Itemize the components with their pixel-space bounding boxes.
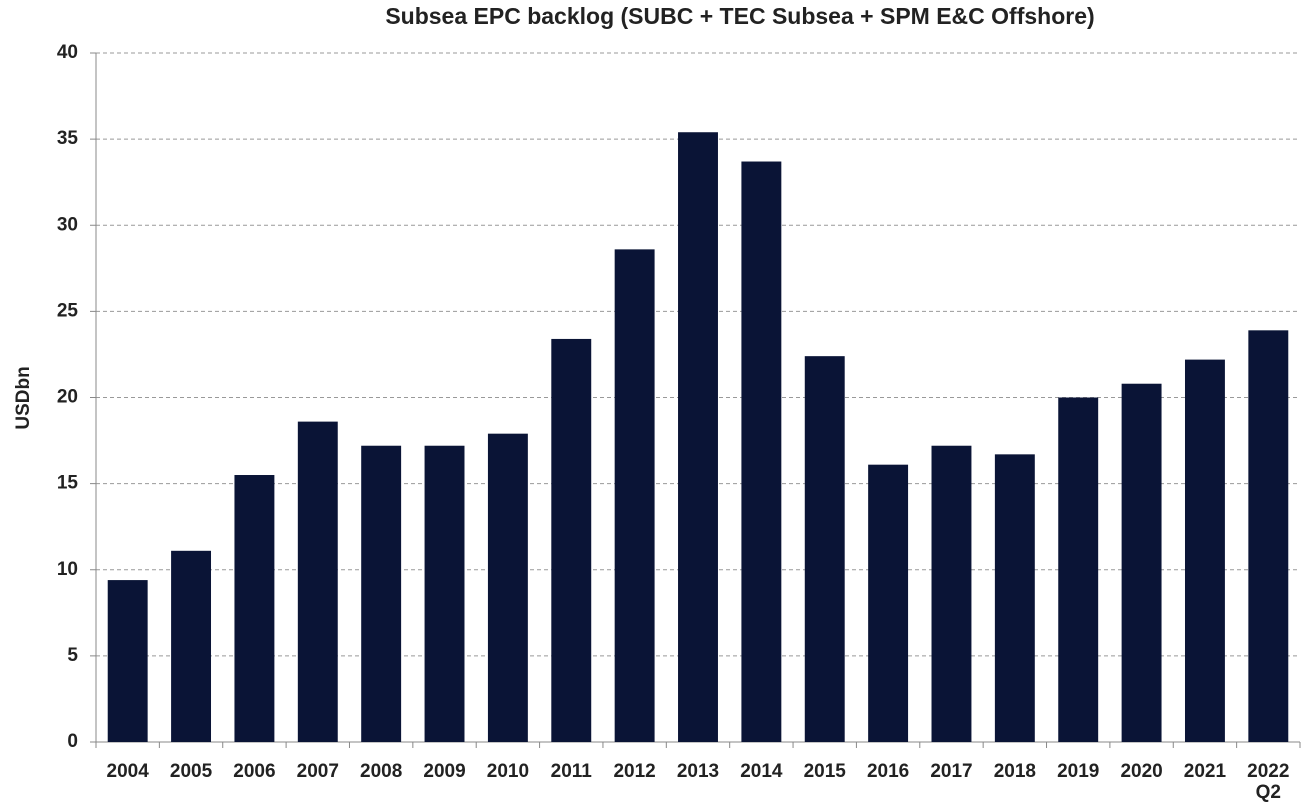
y-tick-label: 10	[57, 559, 78, 580]
y-tick-label: 15	[57, 473, 79, 494]
x-tick-label: 2004	[106, 761, 149, 782]
bar	[551, 338, 592, 742]
x-tick-label: 2021	[1183, 761, 1227, 782]
chart-title: Subsea EPC backlog (SUBC + TEC Subsea + …	[385, 3, 1094, 29]
x-tick-label: 2006	[233, 761, 276, 782]
bar	[931, 445, 972, 742]
bar	[297, 421, 338, 742]
bar	[107, 580, 148, 742]
x-tick-label: 2005	[169, 761, 213, 782]
x-tick-label: 2010	[486, 761, 530, 782]
x-tick-label: 2018	[993, 761, 1036, 782]
bar	[171, 550, 212, 742]
bar	[1184, 359, 1225, 742]
x-tick-label: 2011	[550, 761, 592, 782]
bar	[614, 249, 655, 743]
bar	[361, 445, 402, 742]
bar	[994, 454, 1035, 742]
bar	[741, 161, 782, 742]
bar	[804, 356, 845, 742]
x-tick-label: 2022 Q2	[1247, 761, 1290, 803]
y-tick-label: 40	[57, 42, 78, 63]
y-axis-label: USDbn	[13, 366, 34, 429]
y-tick-label: 20	[57, 387, 78, 408]
bar	[234, 475, 275, 742]
x-tick-label: 2020	[1120, 761, 1163, 782]
y-tick-label: 25	[57, 300, 79, 321]
bar	[678, 132, 718, 743]
x-tick-label: 2013	[676, 761, 720, 782]
x-tick-label: 2016	[866, 761, 910, 782]
y-tick-label: 35	[57, 128, 79, 149]
x-tick-label: 2014	[740, 761, 783, 782]
y-tick-label: 5	[67, 645, 78, 666]
x-tick-label: 2008	[360, 761, 403, 782]
x-tick-label: 2017	[930, 761, 973, 782]
bar	[1248, 330, 1289, 742]
bar	[1058, 397, 1099, 742]
bar	[487, 433, 528, 742]
x-tick-label: 2012	[613, 761, 656, 782]
x-tick-label: 2015	[803, 761, 846, 782]
bar	[1121, 383, 1162, 742]
bar	[868, 464, 909, 742]
x-tick-label: 2009	[423, 761, 466, 782]
x-tick-label: 2019	[1057, 761, 1100, 782]
y-tick-label: 30	[57, 214, 78, 235]
bar	[424, 445, 465, 742]
x-tick-label: 2007	[296, 761, 339, 782]
y-tick-label: 0	[67, 731, 78, 752]
